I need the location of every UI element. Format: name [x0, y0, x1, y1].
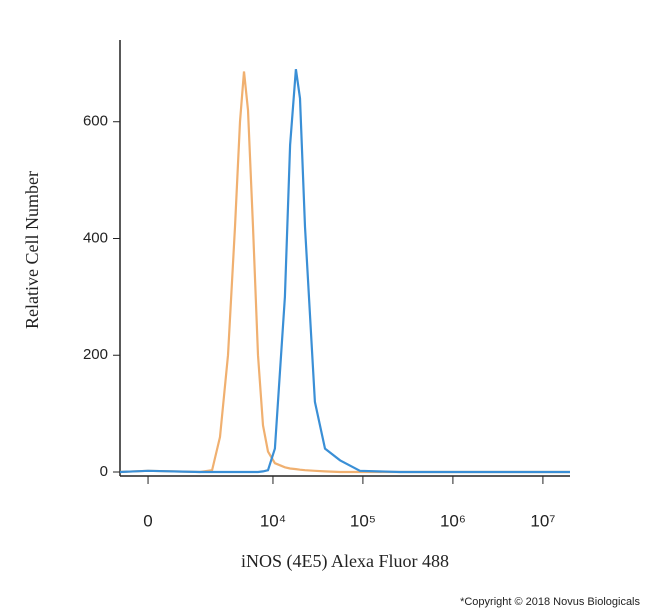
- series-line: [119, 71, 570, 474]
- y-tick-label: 0: [100, 463, 108, 480]
- x-tick-label: 10⁵: [350, 511, 376, 530]
- copyright: *Copyright © 2018 Novus Biologicals: [460, 596, 640, 608]
- y-tick-label: 400: [83, 229, 108, 246]
- x-axis-label: iNOS (4E5) Alexa Fluor 488: [241, 551, 449, 572]
- x-tick-label: 10⁶: [440, 511, 466, 530]
- series-line: [119, 69, 570, 474]
- y-tick-label: 600: [83, 113, 108, 130]
- x-tick-label: 10⁷: [530, 511, 555, 530]
- y-tick-label: 200: [83, 346, 108, 363]
- y-axis-label: Relative Cell Number: [22, 171, 42, 329]
- x-tick-label: 10⁴: [260, 511, 286, 530]
- x-tick-label: 0: [143, 511, 152, 530]
